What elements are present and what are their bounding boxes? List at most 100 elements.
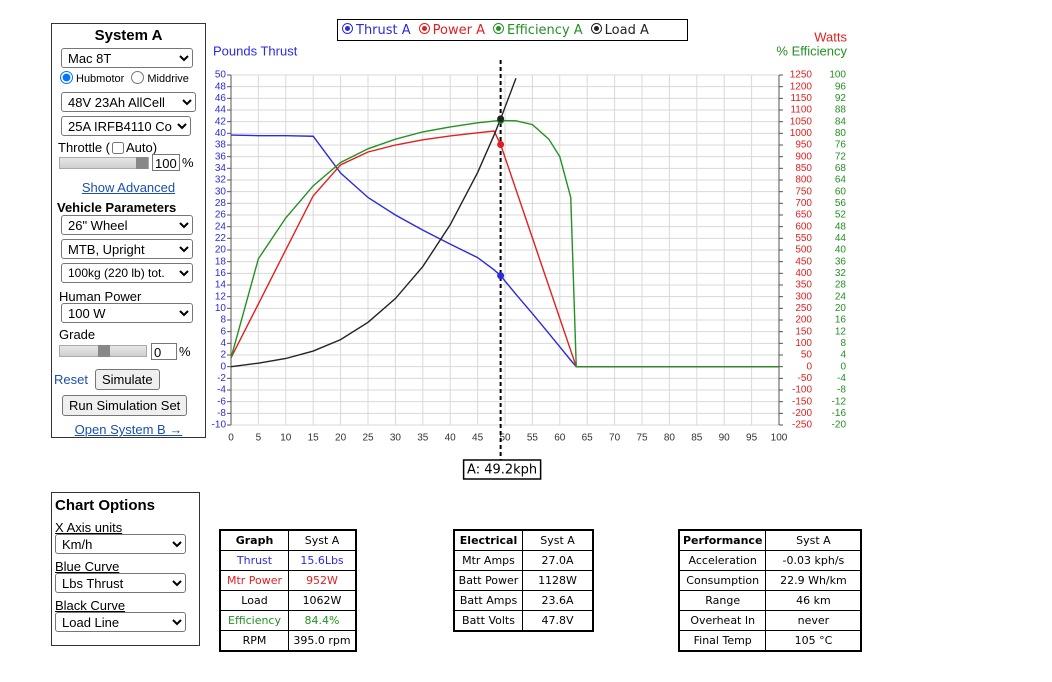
y3-tick-label: -12 xyxy=(832,396,847,407)
y-tick-label: 26 xyxy=(215,210,227,221)
slider-thumb[interactable] xyxy=(98,345,110,357)
y3-tick-label: -16 xyxy=(832,408,847,419)
y3-tick-label: 80 xyxy=(835,128,847,139)
y2-tick-label: 500 xyxy=(795,245,812,256)
link[interactable]: Show Advanced xyxy=(81,180,176,195)
legend-item[interactable]: Power A xyxy=(418,22,485,38)
cell: 1062W xyxy=(288,590,357,611)
y2-tick-label: -150 xyxy=(792,396,812,407)
battery-select[interactable]: 48V 23Ah AllCell xyxy=(61,92,196,112)
y3-tick-label: 20 xyxy=(835,303,847,314)
y-tick-label: 12 xyxy=(215,291,227,302)
y-tick-label: -8 xyxy=(217,408,226,419)
y3-tick-label: 0 xyxy=(840,361,846,372)
unit: % xyxy=(182,155,194,170)
panel-title: System A xyxy=(94,27,163,44)
grade-slider[interactable] xyxy=(59,345,147,357)
cell: Batt Power xyxy=(453,570,523,591)
button[interactable]: Run Simulation Set xyxy=(62,395,188,416)
select[interactable]: Load Line xyxy=(55,612,186,632)
slider-thumb[interactable] xyxy=(136,157,148,169)
y2-tick-label: 700 xyxy=(795,198,812,209)
row: Overheat In never xyxy=(678,610,862,631)
frame-select[interactable]: MTB, Upright xyxy=(61,239,193,259)
throttle-slider[interactable] xyxy=(59,157,149,169)
y-tick-label: 6 xyxy=(220,326,226,337)
x-tick-label: 90 xyxy=(719,433,731,444)
x-tick-label: 40 xyxy=(445,433,457,444)
controller-select[interactable]: 25A IRFB4110 Co xyxy=(61,116,191,136)
grade-input[interactable]: 0 xyxy=(151,343,177,360)
y-tick-label: 18 xyxy=(215,256,227,267)
header-cell: Syst A xyxy=(765,529,862,551)
y3-tick-label: 28 xyxy=(835,280,847,291)
y3-tick-label: 36 xyxy=(835,256,847,267)
heading: Vehicle Parameters xyxy=(57,200,177,215)
cell: 952W xyxy=(288,570,357,591)
select[interactable]: Km/h xyxy=(55,534,186,554)
legend-radio[interactable] xyxy=(418,22,430,34)
y-tick-label: 46 xyxy=(215,93,227,104)
cell: 1128W xyxy=(522,570,594,591)
y-tick-label: -6 xyxy=(217,396,226,407)
y3-tick-label: 88 xyxy=(835,105,847,116)
cell: Range xyxy=(678,590,767,611)
y-tick-label: 24 xyxy=(215,221,227,232)
y2-tick-label: -50 xyxy=(798,373,813,384)
y3-tick-label: 40 xyxy=(835,245,847,256)
y2-axis-title: Watts xyxy=(814,29,847,44)
radio-group[interactable]: Hubmotor Middrive xyxy=(60,71,189,85)
checkbox[interactable] xyxy=(112,142,125,154)
y-tick-label: 14 xyxy=(215,280,227,291)
y3-tick-label: 76 xyxy=(835,140,847,151)
legend-radio[interactable] xyxy=(342,22,353,34)
motor-select[interactable]: Mac 8T xyxy=(61,48,193,68)
wheel-select[interactable]: 26" Wheel xyxy=(61,215,193,235)
y2-tick-label: -250 xyxy=(792,420,812,431)
radio[interactable] xyxy=(60,71,73,84)
x-tick-label: 65 xyxy=(582,433,594,444)
throttle-input[interactable]: 100 xyxy=(152,154,180,171)
human-power-select[interactable]: 100 W xyxy=(61,303,193,323)
legend-radio[interactable] xyxy=(590,22,602,34)
legend-item[interactable]: Efficiency A xyxy=(493,22,583,38)
cell: Final Temp xyxy=(678,630,767,652)
header-cell: Electrical xyxy=(453,529,523,551)
cell: Mtr Power xyxy=(219,570,289,591)
legend-item[interactable]: Load A xyxy=(590,22,649,38)
y-tick-label: 48 xyxy=(215,81,227,92)
y3-tick-label: -4 xyxy=(837,373,846,384)
y-tick-label: 16 xyxy=(215,268,227,279)
y2-tick-label: 0 xyxy=(806,361,812,372)
y2-tick-label: 800 xyxy=(795,175,812,186)
y3-tick-label: 48 xyxy=(835,221,847,232)
row: RPM 395.0 rpm xyxy=(219,630,357,652)
x-tick-label: 85 xyxy=(691,433,703,444)
data-table: Performance Syst A Acceleration -0.03 kph/s… xyxy=(678,529,863,652)
legend-item[interactable]: Thrust A xyxy=(342,22,411,38)
link[interactable]: Open System B → xyxy=(74,422,183,437)
x-tick-label: 60 xyxy=(554,433,566,444)
header-row: Graph Syst A xyxy=(219,529,357,551)
link[interactable]: Reset xyxy=(54,372,88,387)
y3-tick-label: 60 xyxy=(835,186,847,197)
x-tick-label: 10 xyxy=(280,433,292,444)
y2-tick-label: 900 xyxy=(795,151,812,162)
radio[interactable] xyxy=(131,71,145,84)
y2-tick-label: 750 xyxy=(795,186,812,197)
button[interactable]: Simulate xyxy=(95,369,160,390)
header-cell: Syst A xyxy=(522,529,594,551)
label: Throttle ( xyxy=(58,140,111,155)
y2-tick-label: 350 xyxy=(795,280,812,291)
select[interactable]: Lbs Thrust xyxy=(55,573,186,593)
x-tick-label: 30 xyxy=(390,433,402,444)
y2-tick-label: 1050 xyxy=(790,116,813,127)
x-tick-label: 45 xyxy=(472,433,484,444)
y-tick-label: 44 xyxy=(215,105,227,116)
legend-radio[interactable] xyxy=(493,22,505,34)
x-tick-label: 55 xyxy=(527,433,539,444)
y3-tick-label: 56 xyxy=(835,198,847,209)
cursor-dot xyxy=(497,141,505,149)
mass-select[interactable]: 100kg (220 lb) tot. xyxy=(61,263,193,283)
